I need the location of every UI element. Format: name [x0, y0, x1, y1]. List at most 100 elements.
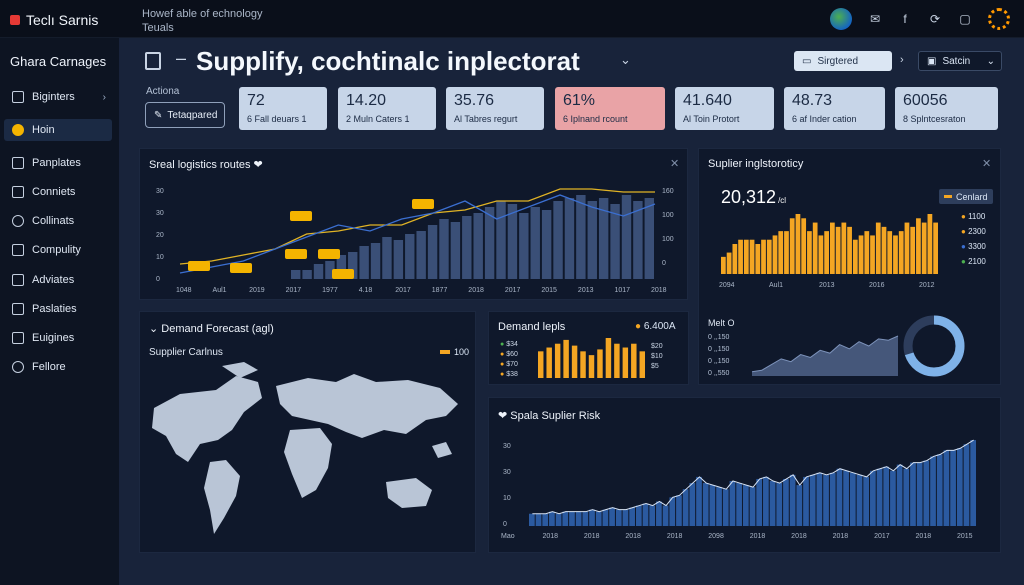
y-tick-label: 0: [503, 521, 507, 528]
bar: [903, 468, 910, 526]
kpi-card[interactable]: 35.76 Al Tabres regurt: [446, 87, 544, 130]
kpi-card[interactable]: 72 6 Fall deuars 1: [239, 87, 327, 130]
donut-slice: [903, 315, 965, 377]
y-tick-label: 0: [662, 260, 666, 267]
bar: [450, 222, 461, 279]
chevron-down-icon[interactable]: ⌄: [149, 323, 159, 335]
avatar[interactable]: [988, 8, 1010, 30]
kpi-value: 61%: [563, 92, 596, 109]
bar: [575, 511, 582, 526]
x-tick-label: Aul1: [769, 282, 783, 289]
bar: [582, 511, 589, 526]
bar: [726, 252, 732, 274]
mail-icon[interactable]: ✉: [869, 12, 881, 26]
forecast-card: ⌄ Demand Forecast (agl) Supplier Carlnus…: [139, 311, 476, 553]
sidebar-item-paslaties[interactable]: Paslaties: [4, 298, 112, 320]
kpi-value: 72: [247, 92, 265, 109]
document-icon: [12, 186, 24, 198]
close-icon[interactable]: ✕: [982, 158, 992, 170]
kpi-card[interactable]: 48.73 6 af Inder cation: [784, 87, 885, 130]
sidebar-item-biginters[interactable]: Biginters ›: [4, 86, 112, 108]
bar: [836, 468, 843, 526]
bar: [633, 201, 643, 279]
bar: [876, 468, 883, 526]
bar: [910, 226, 916, 274]
bar: [598, 198, 609, 279]
bar: [553, 201, 563, 279]
chevron-down-icon[interactable]: ⌄: [620, 52, 631, 67]
mini-label: 0 ,,150: [708, 346, 730, 353]
chevron-right-icon: ›: [102, 91, 106, 103]
document-icon[interactable]: ▢: [959, 12, 971, 26]
search-dropdown[interactable]: ▣ Satcin ⌄: [918, 51, 1002, 71]
y-tick-label: 30: [503, 443, 511, 450]
sidebar-item-panplates[interactable]: Panplates: [4, 152, 112, 174]
risk-title: Spala Suplier Risk: [510, 410, 601, 422]
sidebar-item-compulity[interactable]: Compulity: [4, 239, 112, 261]
bar: [716, 487, 722, 526]
kpi-card[interactable]: 41.640 Al Toin Protort: [675, 87, 774, 130]
sidebar-item-adviates[interactable]: Adviates: [4, 269, 112, 291]
list-icon: [12, 303, 24, 315]
globe-icon[interactable]: [830, 8, 852, 30]
sidebar-item-label: Collinats: [32, 215, 75, 227]
close-icon[interactable]: ✕: [670, 158, 680, 170]
x-tick-label: 2015: [541, 287, 557, 294]
kpi-card[interactable]: 60056 8 Splntcesraton: [895, 87, 998, 130]
bar: [562, 511, 569, 526]
bar: [761, 239, 766, 274]
pencil-icon: ✎: [154, 109, 163, 121]
engine-icon: [12, 332, 24, 344]
kpi-card-alert[interactable]: 61% 6 Iplnand rcount: [555, 87, 665, 130]
share-icon[interactable]: ⟳: [929, 12, 941, 26]
facebook-icon[interactable]: f: [903, 12, 907, 26]
mini-labels: 0 ,,150 0 ,,150 0 ,,150 0 ,,550: [708, 332, 735, 380]
bar: [963, 444, 970, 526]
africa-shape: [284, 428, 332, 498]
x-tick-label: 1977: [322, 287, 338, 294]
bar: [852, 239, 858, 274]
bar: [669, 497, 676, 526]
truck-icon: [332, 269, 354, 279]
sidebar-item-hoin[interactable]: Hoin: [4, 119, 112, 141]
bar: [542, 513, 549, 526]
bar: [507, 204, 518, 279]
tagline-line-1: Howef able of echnology: [142, 8, 263, 20]
bar: [776, 483, 783, 526]
sidebar-item-label: Paslaties: [32, 303, 77, 315]
sidebar-item-euigines[interactable]: Euigines: [4, 327, 112, 349]
bar: [883, 466, 890, 526]
risk-card: ❤ Spala Suplier Risk 30 30 10 0 Mao 2018 2018…: [488, 397, 1001, 553]
y-tick-label: 30: [156, 188, 164, 195]
mini-label: 0 ,,150: [708, 358, 730, 365]
kpi-card[interactable]: 14.20 2 Muln Caters 1: [338, 87, 436, 130]
bar: [875, 222, 881, 274]
chevron-right-icon[interactable]: ›: [900, 54, 904, 66]
bar: [609, 507, 615, 526]
sidebar-item-label: Biginters: [32, 91, 75, 103]
bar: [927, 214, 933, 274]
bar: [910, 462, 916, 526]
kpi-label: Al Tabres regurt: [454, 114, 518, 124]
brand[interactable]: Teclı Sarnis: [10, 12, 98, 28]
sidebar-item-collinats[interactable]: Collinats: [4, 210, 112, 232]
sidebar-item-fellore[interactable]: Fellore: [4, 356, 112, 378]
sidebar-item-label: Hoin: [32, 124, 55, 136]
series-line: [179, 188, 655, 265]
risk-chart: 30 30 10 0 Mao 2018 2018 2018 2018 2098 2018 2018 2…: [501, 439, 976, 540]
bar: [778, 231, 784, 274]
registered-label: Sirgtered: [817, 55, 859, 67]
sidebar: Ghara Carnages Biginters › Hoin Panplate…: [0, 38, 120, 585]
bar: [541, 210, 552, 279]
sidebar-item-conniets[interactable]: Conniets: [4, 181, 112, 203]
target-icon: [12, 361, 24, 373]
world-map[interactable]: [140, 312, 477, 554]
actions-button[interactable]: ✎ Tetaqpared: [145, 102, 225, 128]
bar: [801, 218, 807, 274]
y-tick-label: 20: [156, 232, 164, 239]
legend-chip[interactable]: Cenlard: [939, 189, 993, 204]
bar: [642, 503, 649, 526]
bar: [809, 474, 816, 526]
registered-button[interactable]: ▭ Sirgtered: [794, 51, 892, 71]
bar: [336, 255, 347, 279]
